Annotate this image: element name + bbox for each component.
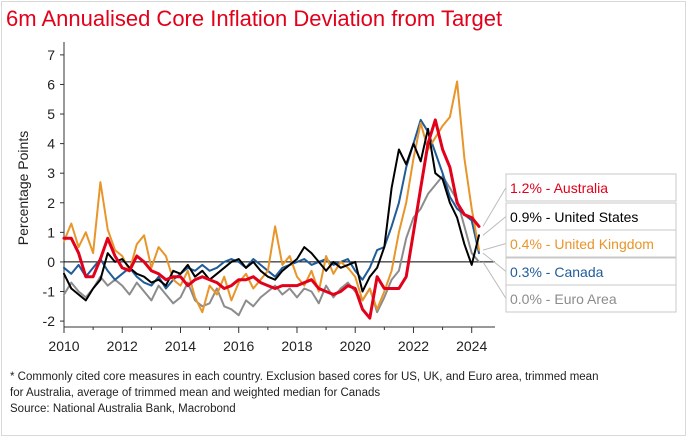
legend-box — [505, 202, 677, 231]
x-tick-label: 2024 — [456, 338, 487, 354]
series-layer — [62, 80, 481, 320]
legend-leader-line — [482, 252, 507, 272]
series-line-united-states — [63, 127, 480, 302]
y-tick-label: 0 — [47, 254, 55, 270]
legend-label-euro-area: 0.0% - Euro Area — [510, 291, 617, 307]
y-axis-label-group: Percentage Points — [15, 131, 31, 245]
legend-leader-line — [482, 187, 507, 227]
legend-leader-line — [482, 261, 507, 299]
series-line-united-kingdom — [63, 80, 480, 314]
legend-label-united-states: 0.9% - United States — [510, 209, 638, 225]
footnote-line-2: for Australia, average of trimmed mean a… — [10, 387, 381, 399]
y-tick-label: 5 — [47, 106, 55, 122]
x-tick-label: 2022 — [398, 338, 429, 354]
y-tick-label: 4 — [47, 136, 55, 152]
legend-box — [505, 173, 677, 202]
x-tick-label: 2016 — [223, 338, 254, 354]
legend-box — [505, 284, 677, 313]
legend: 1.2% - Australia 0.9% - United States 0.4%… — [482, 173, 677, 313]
y-tick-label: 6 — [47, 76, 55, 92]
y-axis-label: Percentage Points — [15, 131, 31, 245]
legend-label-united-kingdom: 0.4% - United Kingdom — [510, 236, 654, 252]
series-line-australia — [62, 118, 481, 320]
y-tick-label: 1 — [47, 224, 55, 240]
axes: -2 -1 0 1 2 3 4 5 6 7 2010 2012 2014 2016 2018 2020 2022… — [43, 42, 495, 354]
y-tick-label: 3 — [47, 165, 55, 181]
legend-label-australia: 1.2% - Australia — [510, 180, 608, 196]
y-tick-label: 2 — [47, 195, 55, 211]
legend-box — [505, 229, 677, 258]
x-tick-label: 2014 — [165, 338, 196, 354]
footnote-source: Source: National Australia Bank, Macrobo… — [10, 403, 236, 415]
legend-leader-line — [482, 243, 507, 251]
y-tick-label: -2 — [43, 313, 56, 329]
legend-box — [505, 257, 677, 286]
footnote-line-1: * Commonly cited core measures in each c… — [10, 371, 599, 383]
x-tick-label: 2012 — [107, 338, 138, 354]
legend-label-canada: 0.3% - Canada — [510, 264, 604, 280]
x-tick-label: 2018 — [281, 338, 312, 354]
x-tick-label: 2020 — [340, 338, 371, 354]
x-tick-label: 2010 — [48, 338, 79, 354]
y-tick-label: -1 — [43, 284, 56, 300]
legend-leader-line — [482, 216, 507, 236]
chart-title: 6m Annualised Core Inflation Deviation f… — [6, 6, 503, 31]
y-tick-label: 7 — [47, 47, 55, 63]
